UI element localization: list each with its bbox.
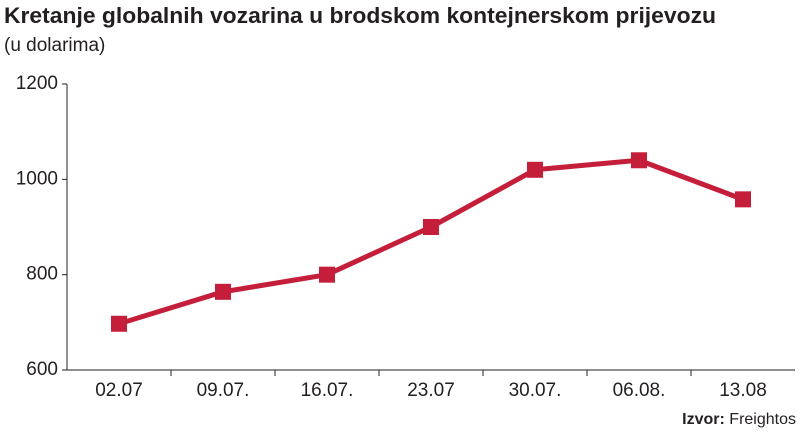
x-tick-label: 13.08 [719, 380, 767, 401]
y-tick-label: 600 [26, 359, 58, 380]
marker [527, 161, 543, 178]
marker [215, 283, 231, 300]
source-text: Freightos [729, 411, 796, 428]
marker [631, 152, 647, 169]
chart-title: Kretanje globalnih vozarina u brodskom k… [4, 3, 716, 28]
y-tick-label: 1200 [16, 73, 58, 94]
x-tick-label: 30.07. [509, 380, 562, 401]
source: Izvor: Freightos [682, 411, 796, 428]
source-label: Izvor: [682, 411, 725, 428]
x-tick-label: 06.08. [613, 380, 666, 401]
x-tick-label: 23.07 [407, 380, 455, 401]
marker [735, 191, 751, 208]
x-tick-label: 09.07. [197, 380, 250, 401]
x-tick-label: 02.07 [95, 380, 143, 401]
marker [423, 219, 439, 235]
y-tick-label: 800 [26, 264, 58, 285]
marker [319, 266, 335, 283]
marker [111, 315, 127, 332]
x-tick-label: 16.07. [301, 380, 354, 401]
y-tick-label: 1000 [16, 168, 58, 189]
line [118, 157, 744, 327]
chart-subtitle: (u dolarima) [4, 35, 105, 56]
